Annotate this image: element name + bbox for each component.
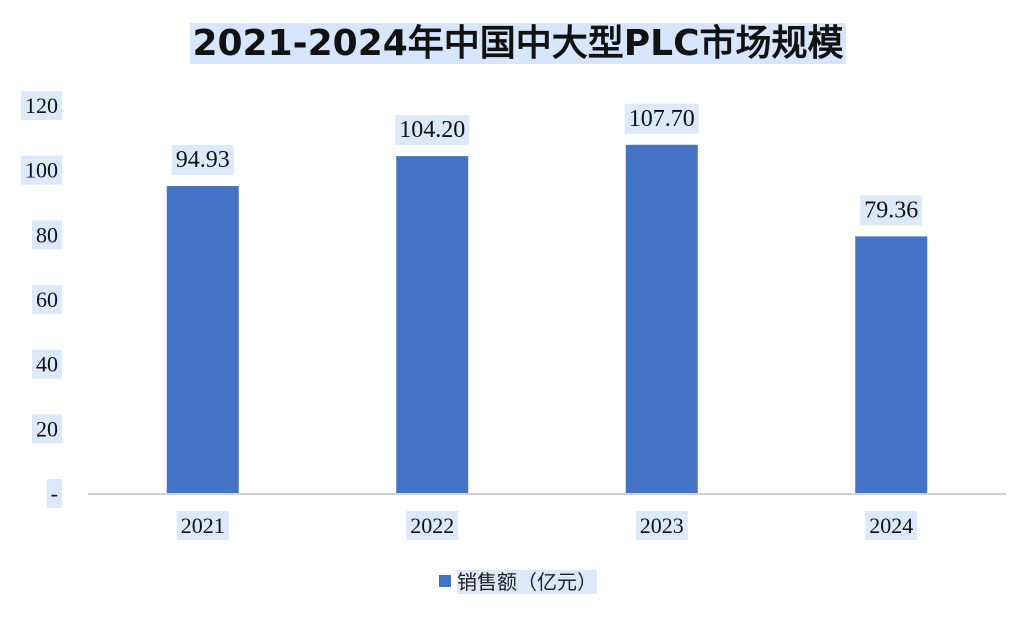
data-label: 79.36: [864, 197, 918, 223]
y-tick-label: 100: [25, 158, 58, 183]
chart-title-text: 2021-2024年中国中大型PLC市场规模: [190, 23, 846, 64]
y-tick-label-bg: [21, 155, 62, 185]
chart-title: 2021-2024年中国中大型PLC市场规模: [0, 14, 1036, 66]
bar: [855, 236, 928, 494]
data-label-bg: [171, 145, 234, 176]
x-tick-label: 2021: [181, 513, 225, 538]
y-tick-label-bg: [32, 220, 62, 250]
x-tick-label-bg: [865, 511, 918, 540]
y-tick-label-bg: [32, 349, 62, 379]
x-tick-label-bg: [176, 511, 229, 540]
y-tick-label-bg: [32, 285, 62, 314]
y-tick-label-bg: [46, 479, 62, 508]
data-label-bg: [624, 103, 699, 134]
data-label: 107.70: [629, 106, 695, 132]
data-label: 104.20: [399, 117, 465, 143]
data-label: 94.93: [176, 147, 230, 173]
legend: 销售额（亿元）: [0, 566, 1036, 595]
bar: [625, 144, 698, 493]
x-tick-label: 2022: [410, 513, 454, 538]
y-tick-label: 20: [36, 416, 58, 441]
data-label-bg: [395, 115, 470, 146]
legend-swatch: [439, 574, 451, 587]
y-tick-label: 120: [25, 93, 58, 118]
y-tick-label: 60: [36, 287, 58, 312]
data-label-bg: [860, 195, 923, 226]
bar: [166, 186, 239, 493]
x-tick-label-bg: [406, 511, 459, 540]
x-tick-label: 2023: [640, 513, 684, 538]
bar: [396, 156, 469, 493]
x-tick-label: 2024: [869, 513, 913, 538]
x-tick-label-bg: [635, 511, 688, 540]
y-tick-label-bg: [21, 91, 62, 120]
y-tick-label: 40: [36, 352, 58, 377]
legend-label: 销售额（亿元）: [457, 570, 597, 594]
y-tick-label-bg: [32, 414, 62, 444]
y-tick-label: 80: [36, 222, 58, 247]
y-tick-label: -: [51, 481, 58, 506]
